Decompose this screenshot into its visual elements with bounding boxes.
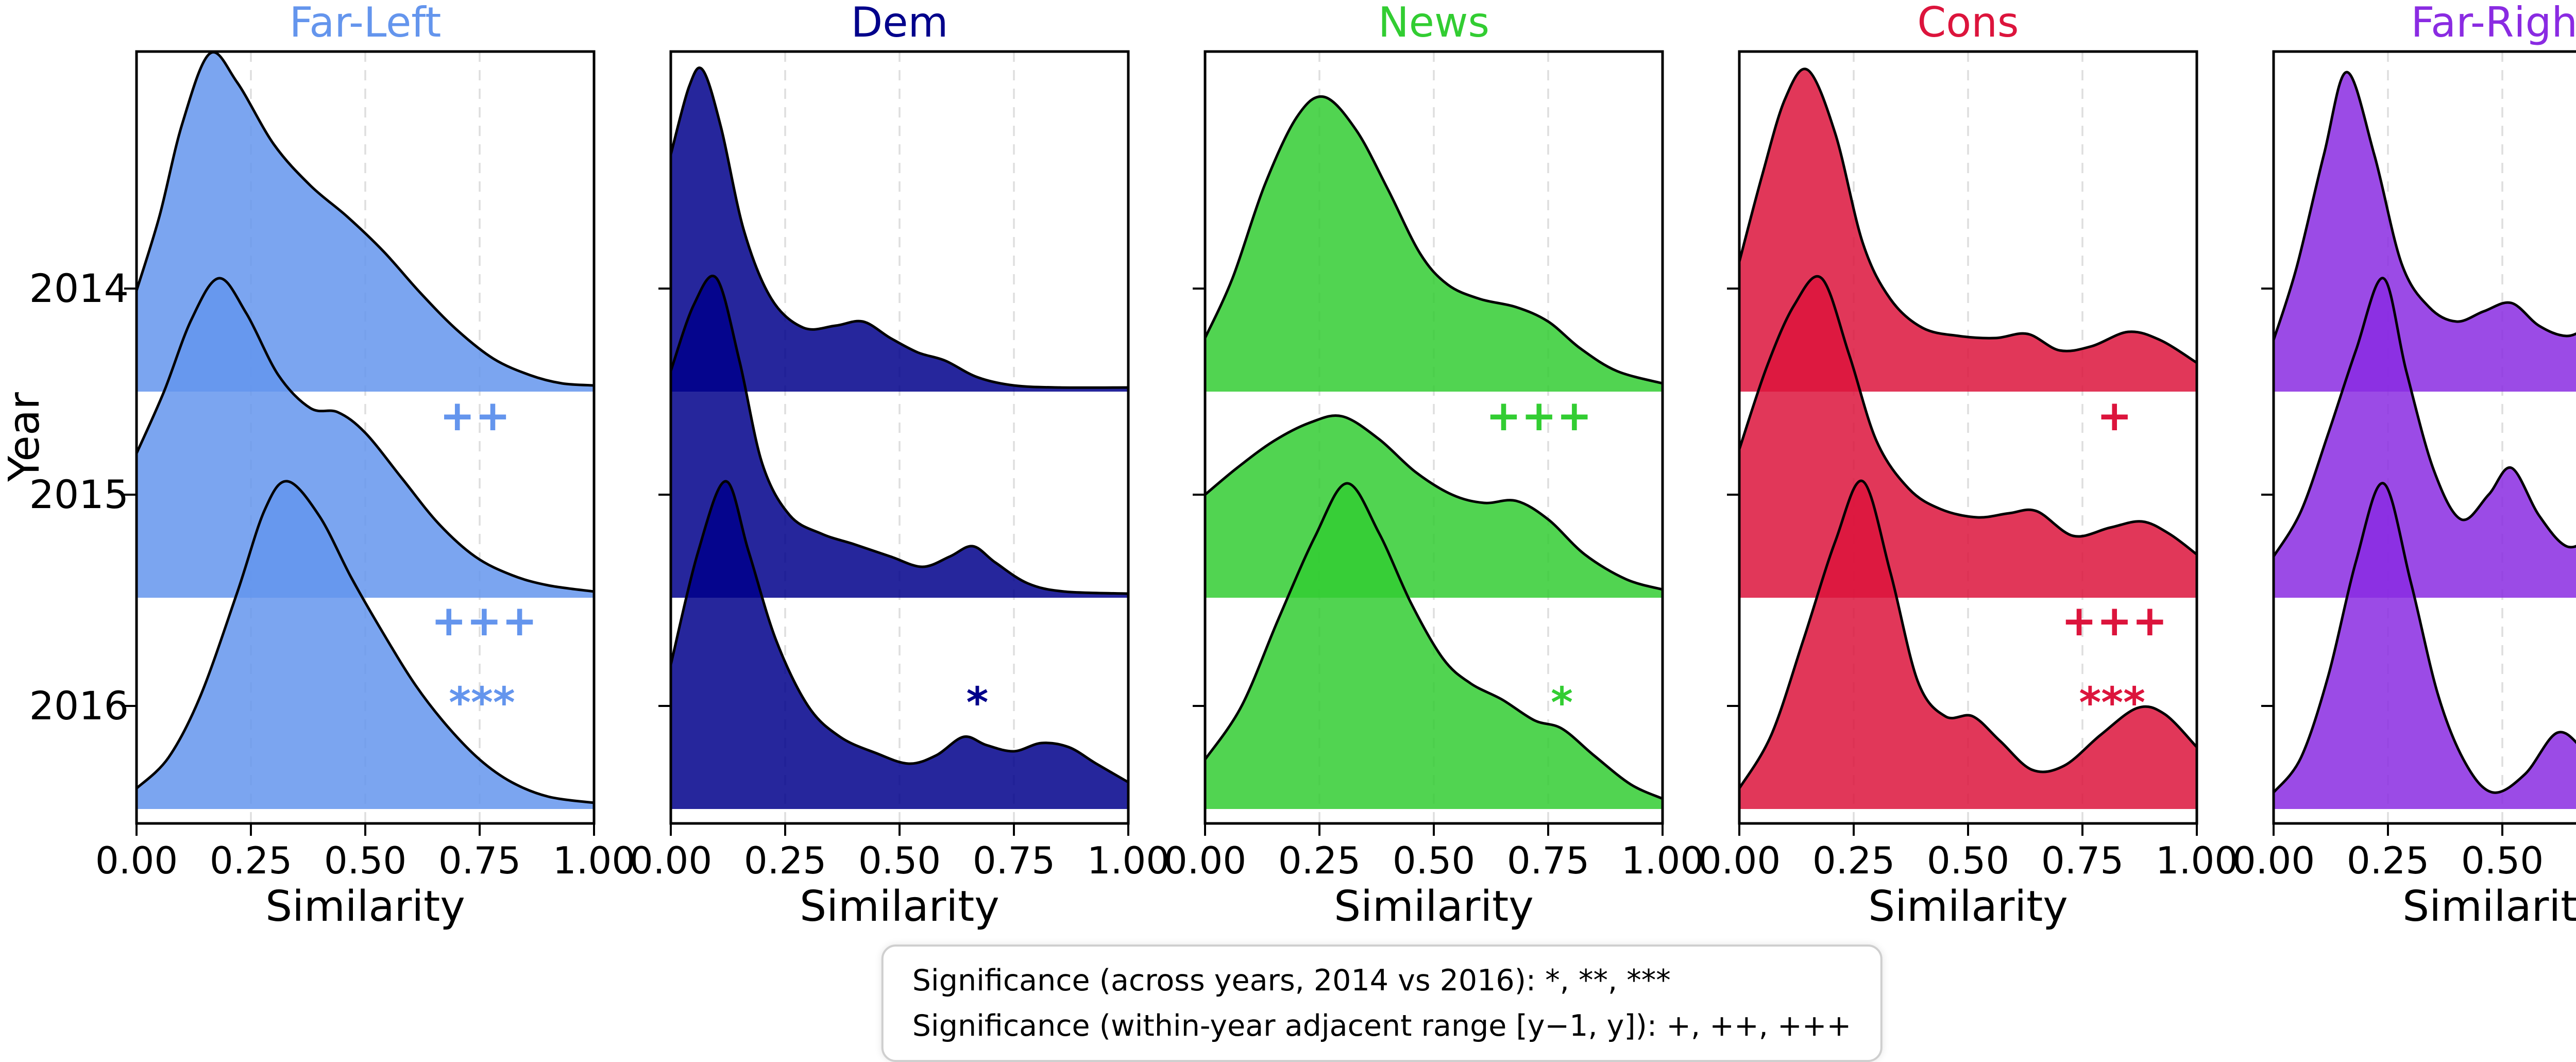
y-tick-label-2016: 2016 xyxy=(29,683,129,729)
x-tick-label: 0.50 xyxy=(1926,839,2010,882)
significance-marker: ++ xyxy=(439,392,510,441)
significance-marker: +++ xyxy=(431,597,537,646)
x-tick-label: 1.00 xyxy=(2155,839,2239,882)
density-outline-2014 xyxy=(2272,71,2576,341)
panel-border xyxy=(1204,50,1664,825)
density-outline-2014 xyxy=(135,51,595,387)
x-tick-label: 0.50 xyxy=(1392,839,1476,882)
density-outline-2014 xyxy=(669,66,1129,389)
legend-line-within-year: Significance (within-year adjacent range… xyxy=(912,1009,1852,1043)
x-tick-label: 0.75 xyxy=(972,839,1056,882)
x-tick-label: 0.50 xyxy=(324,839,407,882)
legend-line-across-years: Significance (across years, 2014 vs 2016… xyxy=(912,964,1671,998)
x-axis-label-dem: Similarity xyxy=(800,882,999,931)
panel-title-cons: Cons xyxy=(1917,0,2019,46)
density-outline-2014 xyxy=(1738,68,2198,364)
y-tick-label-2014: 2014 xyxy=(29,265,129,311)
density-outline-2015 xyxy=(2272,277,2576,558)
density-fill-2014 xyxy=(2274,72,2576,392)
plot-area-far-right xyxy=(2261,50,2576,836)
panel-border xyxy=(135,50,596,825)
density-outline-2016 xyxy=(669,480,1129,784)
panel-title-far-left: Far-Left xyxy=(289,0,442,46)
panel-news: News +++ * 0.00 0.25 0.50 0.75 1.00 Similarity xyxy=(1164,0,1704,979)
panel-cons: Cons + +++ *** 0.00 0.25 0.50 0.75 1.00 Similarit… xyxy=(1698,0,2238,979)
significance-marker: +++ xyxy=(1486,392,1592,441)
density-fill-2016 xyxy=(137,481,594,809)
x-tick-label: 0.00 xyxy=(2232,839,2315,882)
density-fill-2016 xyxy=(1739,481,2197,809)
density-outline-2015 xyxy=(1204,414,1663,591)
density-outline-2015 xyxy=(1738,275,2198,555)
x-tick-label: 1.00 xyxy=(1087,839,1170,882)
x-tick-label: 0.75 xyxy=(2539,839,2576,882)
density-fill-2016 xyxy=(671,481,1128,809)
x-axis-label-far-left: Similarity xyxy=(265,882,465,931)
x-tick-label: 0.50 xyxy=(2461,839,2544,882)
x-axis-label-cons: Similarity xyxy=(1868,882,2068,931)
density-outline-2016 xyxy=(1738,479,2198,789)
x-tick-label: 1.00 xyxy=(1621,839,1704,882)
x-tick-label: 0.00 xyxy=(629,839,713,882)
plot-area-cons: ++++*** xyxy=(1727,50,2198,836)
density-fill-2014 xyxy=(1205,96,1663,392)
density-fill-2015 xyxy=(2274,278,2576,598)
panel-border xyxy=(669,50,1130,825)
plot-area-far-left: +++++*** xyxy=(124,50,596,836)
x-tick-label: 0.75 xyxy=(438,839,521,882)
significance-marker: *** xyxy=(449,679,515,728)
plot-area-dem: * xyxy=(658,50,1130,836)
significance-marker: * xyxy=(967,679,989,728)
panel-dem: Dem * 0.00 0.25 0.50 0.75 1.00 Similarity xyxy=(630,0,1170,979)
density-outline-2014 xyxy=(1204,95,1663,385)
x-tick-label: 0.00 xyxy=(95,839,178,882)
x-tick-label: 0.00 xyxy=(1163,839,1247,882)
panel-border xyxy=(2272,50,2576,825)
x-tick-label: 1.00 xyxy=(552,839,636,882)
significance-marker: +++ xyxy=(2061,597,2167,646)
x-tick-label: 0.25 xyxy=(1812,839,1895,882)
density-outline-2016 xyxy=(1204,482,1664,800)
x-tick-label: 0.00 xyxy=(1698,839,1781,882)
density-outline-2016 xyxy=(135,480,595,804)
x-tick-label: 0.75 xyxy=(2041,839,2124,882)
density-outline-2015 xyxy=(135,277,595,593)
x-tick-label: 0.50 xyxy=(858,839,941,882)
density-outline-2015 xyxy=(669,275,1129,595)
density-fill-2014 xyxy=(137,52,594,392)
panel-border xyxy=(1738,50,2198,825)
x-axis-label-news: Similarity xyxy=(1334,882,1534,931)
significance-marker: + xyxy=(2097,392,2132,441)
panel-far-left: Far-Left ++ +++ *** 0.00 0.25 0.50 0.75 1.00 Simi… xyxy=(95,0,635,979)
x-tick-label: 0.75 xyxy=(1506,839,1590,882)
density-fill-2015 xyxy=(671,276,1128,598)
significance-marker: * xyxy=(1551,679,1573,728)
density-outline-2016 xyxy=(2273,482,2576,794)
density-fill-2015 xyxy=(137,278,594,598)
significance-legend: Significance (across years, 2014 vs 2016… xyxy=(881,945,1883,1062)
x-tick-label: 0.25 xyxy=(1278,839,1361,882)
panel-title-far-right: Far-Right xyxy=(2411,0,2576,46)
x-axis-label-far-right: Similarity xyxy=(2402,882,2576,931)
density-fill-2014 xyxy=(1739,69,2197,392)
x-tick-label: 0.25 xyxy=(2346,839,2430,882)
plot-area-news: +++ * xyxy=(1193,50,1664,836)
y-tick-label-2015: 2015 xyxy=(29,471,129,517)
x-tick-label: 0.25 xyxy=(743,839,827,882)
significance-marker: *** xyxy=(2079,679,2145,728)
panel-title-dem: Dem xyxy=(851,0,948,46)
x-tick-label: 0.25 xyxy=(209,839,293,882)
panel-title-news: News xyxy=(1378,0,1490,46)
